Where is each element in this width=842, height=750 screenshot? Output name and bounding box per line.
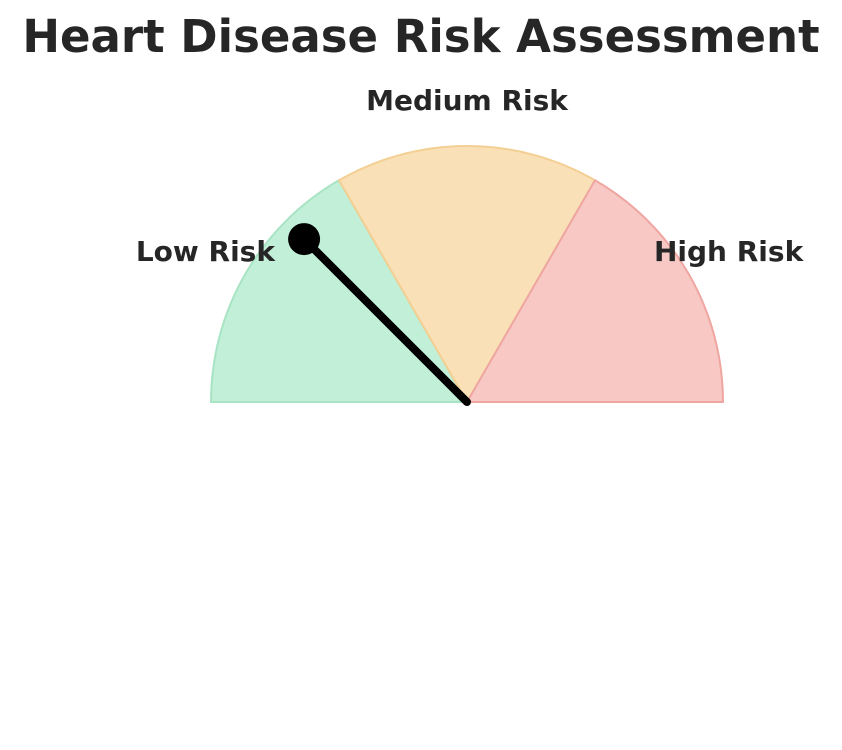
segment-low-risk: [210, 179, 468, 403]
gauge-needle: [300, 235, 471, 406]
needle-tip-dot: [288, 223, 321, 256]
gauge-needle-group: [288, 223, 471, 406]
label-medium-risk: Medium Risk: [366, 84, 569, 117]
label-high-risk: High Risk: [654, 235, 805, 268]
gauge-segments: [210, 145, 724, 403]
chart-title: Heart Disease Risk Assessment: [22, 10, 819, 63]
gauge-labels: Low Risk Medium Risk High Risk: [136, 84, 805, 268]
segment-high-risk: [466, 179, 724, 403]
label-low-risk: Low Risk: [136, 235, 277, 268]
segment-medium-risk: [338, 145, 596, 403]
